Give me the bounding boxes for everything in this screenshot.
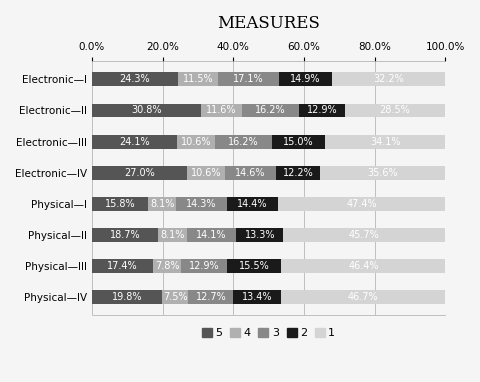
Text: 19.8%: 19.8%: [112, 292, 142, 302]
Bar: [92, 104, 201, 118]
Bar: [92, 197, 148, 210]
Text: 15.8%: 15.8%: [105, 199, 135, 209]
Bar: [284, 228, 445, 241]
Text: 17.4%: 17.4%: [108, 261, 138, 270]
Text: 14.1%: 14.1%: [196, 230, 227, 240]
Bar: [181, 259, 227, 273]
Text: 27.0%: 27.0%: [124, 168, 155, 178]
Text: 24.1%: 24.1%: [119, 136, 150, 147]
Text: 14.4%: 14.4%: [237, 199, 268, 209]
Bar: [281, 290, 445, 304]
Text: 10.6%: 10.6%: [191, 168, 221, 178]
Text: 14.6%: 14.6%: [235, 168, 266, 178]
Text: 12.2%: 12.2%: [283, 168, 313, 178]
Text: 47.4%: 47.4%: [346, 199, 377, 209]
Text: 35.6%: 35.6%: [367, 168, 398, 178]
Bar: [92, 290, 162, 304]
Bar: [148, 197, 177, 210]
Text: 32.2%: 32.2%: [373, 74, 404, 84]
Text: 8.1%: 8.1%: [160, 230, 184, 240]
Text: 12.7%: 12.7%: [195, 292, 226, 302]
Text: 18.7%: 18.7%: [110, 230, 140, 240]
Text: 8.1%: 8.1%: [150, 199, 174, 209]
Bar: [332, 73, 445, 86]
Bar: [187, 228, 237, 241]
Text: 24.3%: 24.3%: [120, 74, 150, 84]
Text: 7.5%: 7.5%: [163, 292, 188, 302]
Bar: [325, 134, 445, 149]
Text: 16.2%: 16.2%: [255, 105, 286, 115]
Bar: [177, 197, 227, 210]
Bar: [189, 290, 233, 304]
Bar: [279, 73, 332, 86]
Bar: [201, 104, 242, 118]
Text: 46.4%: 46.4%: [348, 261, 379, 270]
Text: 17.1%: 17.1%: [233, 74, 264, 84]
Text: 13.4%: 13.4%: [242, 292, 272, 302]
Bar: [227, 197, 278, 210]
Bar: [218, 73, 279, 86]
Bar: [233, 290, 281, 304]
Bar: [281, 259, 445, 273]
Text: 12.9%: 12.9%: [189, 261, 219, 270]
Bar: [299, 104, 345, 118]
Bar: [92, 165, 187, 180]
Bar: [320, 165, 445, 180]
Text: 11.5%: 11.5%: [183, 74, 214, 84]
Bar: [162, 290, 189, 304]
Text: 46.7%: 46.7%: [348, 292, 378, 302]
Bar: [92, 259, 154, 273]
Text: 16.2%: 16.2%: [228, 136, 259, 147]
Title: MEASURES: MEASURES: [217, 15, 320, 32]
Bar: [278, 197, 445, 210]
Text: 11.6%: 11.6%: [206, 105, 237, 115]
Bar: [187, 165, 225, 180]
Text: 34.1%: 34.1%: [370, 136, 400, 147]
Bar: [345, 104, 445, 118]
Text: 7.8%: 7.8%: [155, 261, 180, 270]
Bar: [225, 165, 276, 180]
Bar: [92, 228, 158, 241]
Bar: [177, 134, 215, 149]
Text: 15.5%: 15.5%: [239, 261, 269, 270]
Text: 30.8%: 30.8%: [131, 105, 162, 115]
Bar: [178, 73, 218, 86]
Legend: 5, 4, 3, 2, 1: 5, 4, 3, 2, 1: [198, 324, 340, 343]
Bar: [276, 165, 320, 180]
Text: 10.6%: 10.6%: [180, 136, 211, 147]
Bar: [158, 228, 187, 241]
Bar: [92, 73, 178, 86]
Bar: [227, 259, 281, 273]
Text: 12.9%: 12.9%: [307, 105, 337, 115]
Text: 13.3%: 13.3%: [245, 230, 275, 240]
Bar: [92, 134, 177, 149]
Text: 14.3%: 14.3%: [186, 199, 217, 209]
Bar: [272, 134, 325, 149]
Bar: [154, 259, 181, 273]
Bar: [242, 104, 299, 118]
Text: 28.5%: 28.5%: [380, 105, 410, 115]
Text: 45.7%: 45.7%: [349, 230, 380, 240]
Bar: [237, 228, 284, 241]
Text: 14.9%: 14.9%: [290, 74, 321, 84]
Text: 15.0%: 15.0%: [283, 136, 313, 147]
Bar: [215, 134, 272, 149]
